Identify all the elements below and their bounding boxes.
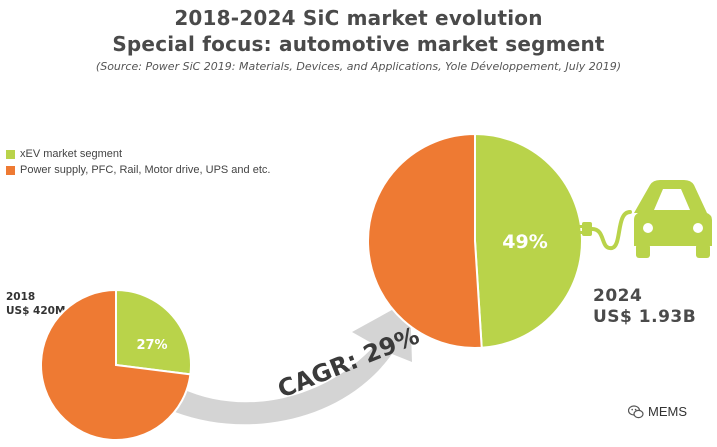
plug-icon bbox=[576, 210, 632, 251]
label-2018: 2018 US$ 420M bbox=[6, 290, 65, 318]
watermark: MEMS bbox=[628, 404, 687, 419]
wechat-icon bbox=[628, 404, 644, 418]
total-label-2024: US$ 1.93B bbox=[593, 307, 697, 327]
chart-title: 2018-2024 SiC market evolution bbox=[174, 6, 543, 30]
watermark-text: MEMS bbox=[648, 404, 687, 419]
legend: xEV market segment Power supply, PFC, Ra… bbox=[6, 146, 270, 178]
growth-arrow bbox=[175, 300, 412, 425]
source-note: (Source: Power SiC 2019: Materials, Devi… bbox=[95, 60, 622, 73]
year-label-2018: 2018 bbox=[6, 291, 36, 303]
legend-item-xev: xEV market segment bbox=[6, 146, 270, 162]
label-2024: 2024 US$ 1.93B bbox=[593, 286, 696, 328]
legend-label-power: Power supply, PFC, Rail, Motor drive, UP… bbox=[20, 164, 271, 176]
pie-2024-slice-xev bbox=[474, 132, 583, 349]
total-label-2018: US$ 420M bbox=[6, 305, 66, 317]
legend-label-xev: xEV market segment bbox=[20, 148, 123, 160]
pie-2024-slice-power bbox=[367, 132, 483, 349]
pie-2018-slice-xev bbox=[115, 288, 192, 376]
pie-2018-slice-power bbox=[40, 288, 192, 441]
legend-item-power: Power supply, PFC, Rail, Motor drive, UP… bbox=[6, 162, 270, 178]
car-icon bbox=[634, 180, 712, 258]
legend-swatch-power bbox=[6, 165, 15, 175]
pie-2018-slice-label-xev: 27% bbox=[136, 338, 167, 353]
legend-swatch-xev bbox=[6, 149, 15, 159]
year-label-2024: 2024 bbox=[593, 286, 643, 306]
chart-subtitle: Special focus: automotive market segment bbox=[112, 32, 605, 56]
pie-2024-slice-label-xev: 49% bbox=[502, 231, 547, 253]
